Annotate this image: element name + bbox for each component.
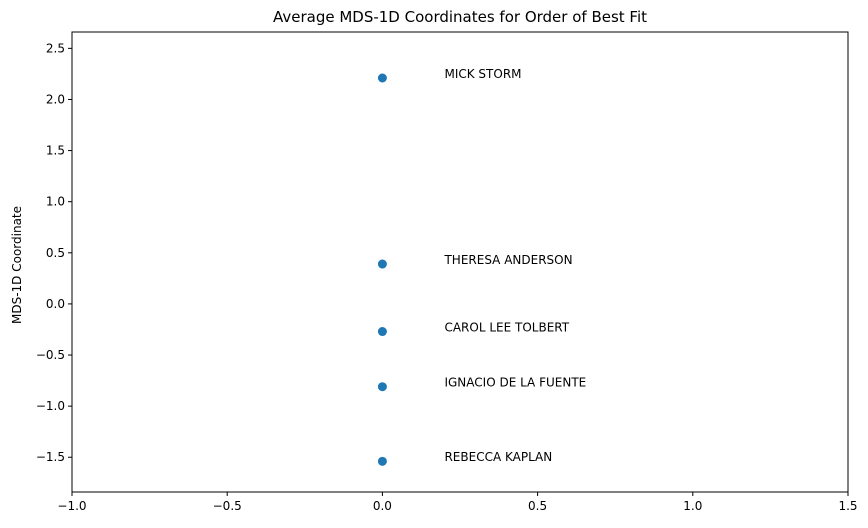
x-tick-label: 0.5 [528,499,547,513]
point-label: IGNACIO DE LA FUENTE [444,376,586,390]
data-point [377,382,387,392]
data-point [377,456,387,466]
data-point [377,259,387,269]
point-label: THERESA ANDERSON [443,253,572,267]
y-tick-label: −1.0 [36,399,65,413]
y-tick-label: 1.0 [46,195,65,209]
data-point [377,327,387,337]
data-point [377,73,387,83]
y-tick-label: 2.5 [46,41,65,55]
x-axis: −1.0 −0.5 0.0 0.5 1.0 1.5 [57,492,858,513]
y-tick-label: 0.5 [46,246,65,260]
point-label: CAROL LEE TOLBERT [444,320,569,334]
x-tick-label: 0.0 [373,499,392,513]
plot-frame [71,31,849,493]
x-tick-label: 1.0 [683,499,702,513]
chart-title: Average MDS-1D Coordinates for Order of … [273,8,647,26]
x-tick-label: −1.0 [57,499,86,513]
point-label: REBECCA KAPLAN [444,450,552,464]
y-tick-label: −0.5 [36,348,65,362]
y-axis-label: MDS-1D Coordinate [10,206,24,324]
y-tick-label: −1.5 [36,450,65,464]
y-axis: −1.5 −1.0 −0.5 0.0 0.5 1.0 1.5 2.0 2.5 [36,41,72,464]
point-label: MICK STORM [444,67,521,81]
y-tick-label: 2.0 [46,92,65,106]
x-tick-label: −0.5 [213,499,242,513]
x-tick-label: 1.5 [838,499,857,513]
y-tick-label: 1.5 [46,144,65,158]
y-tick-label: 0.0 [46,297,65,311]
data-points [377,73,387,466]
point-labels: MICK STORM THERESA ANDERSON CAROL LEE TOLB… [443,67,586,464]
